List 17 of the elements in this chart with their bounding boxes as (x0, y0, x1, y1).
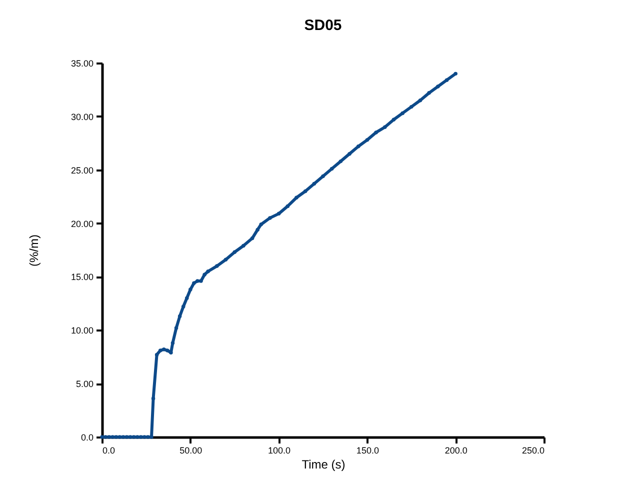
x-tick-label: 250.0 (522, 446, 544, 456)
y-tick-label: 10.00 (70, 326, 94, 336)
chart-title: SD05 (304, 17, 342, 34)
y-tick-label: 20.00 (70, 218, 94, 229)
x-tick-label: 50.00 (180, 446, 202, 456)
y-tick-label: 25.00 (70, 165, 94, 176)
x-tick-label: 0.0 (102, 446, 116, 456)
y-tick-label: 5.00 (76, 379, 94, 390)
y-tick-label: 35.00 (70, 58, 94, 68)
x-tick-label: 200.0 (444, 446, 468, 456)
x-tick-label: 100.0 (268, 446, 291, 456)
y-tick-label: 30.00 (70, 112, 94, 122)
y-tick-label: 15.00 (70, 272, 94, 282)
x-tick-label: 150.0 (356, 446, 379, 456)
y-tick-label: 0.0 (80, 432, 94, 442)
x-axis-title: Time (s) (302, 458, 346, 472)
y-axis-title: (%/m) (26, 234, 41, 266)
